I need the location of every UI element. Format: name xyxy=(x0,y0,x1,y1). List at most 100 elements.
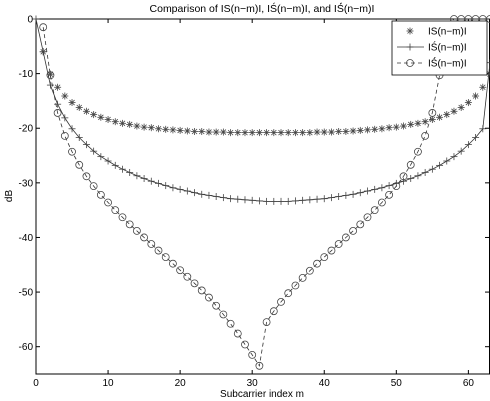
series-2-point xyxy=(349,190,357,198)
series-3-point xyxy=(190,279,199,288)
series-1-point xyxy=(436,113,444,121)
series-2-point xyxy=(291,197,299,205)
series-2-point xyxy=(407,174,415,182)
series-1-point xyxy=(198,128,206,136)
series-2-point xyxy=(299,196,307,204)
series-1-point xyxy=(133,122,141,130)
y-axis-label: dB xyxy=(4,190,15,203)
legend-marker xyxy=(406,43,414,51)
series-1-point xyxy=(313,128,321,136)
series-3-point xyxy=(118,213,127,222)
series-1-point xyxy=(248,129,256,137)
series-3-point xyxy=(140,233,148,242)
series-1-point xyxy=(68,99,76,107)
series-1-point xyxy=(183,127,191,135)
series-3-point xyxy=(255,361,264,370)
series-2-point xyxy=(118,165,126,173)
series-1-point xyxy=(371,125,379,133)
series-1-point xyxy=(277,129,285,137)
series-1-point xyxy=(104,115,112,123)
series-1-point xyxy=(443,111,451,119)
legend-entry: IŚ(n−m)I xyxy=(397,41,467,54)
series-3-point xyxy=(486,15,490,23)
series-3-point xyxy=(233,329,242,338)
series-2-point xyxy=(82,141,90,149)
series-2 xyxy=(32,15,490,205)
x-axis: 0 10 20 30 40 50 60 xyxy=(33,19,474,389)
series-1-point xyxy=(349,127,357,135)
series-3-point xyxy=(176,266,185,275)
series-2-point xyxy=(169,184,177,192)
series-2-point xyxy=(335,193,343,200)
series-1-point xyxy=(400,122,408,130)
series-1-point xyxy=(126,120,134,128)
series-2-point xyxy=(191,189,199,197)
legend-label: IŚ(n−m)I xyxy=(428,41,467,54)
series-3-point xyxy=(248,350,257,359)
y-tick-label: -60 xyxy=(19,342,34,353)
series-3-point xyxy=(147,240,156,248)
series-1-point xyxy=(421,118,429,126)
y-tick-label: -50 xyxy=(19,288,34,299)
series-2-point xyxy=(61,114,69,122)
series-2-point xyxy=(133,172,141,180)
series-2-point xyxy=(284,197,292,205)
series-3-point xyxy=(341,233,350,242)
series-3-point xyxy=(212,301,221,310)
series-1-point xyxy=(111,118,119,126)
y-tick-label: -10 xyxy=(19,69,34,80)
series-3-point xyxy=(161,253,170,262)
series-1-point xyxy=(255,129,263,137)
series-3-point xyxy=(68,147,76,156)
x-tick-label: 20 xyxy=(175,378,187,389)
series-3-point xyxy=(226,319,235,328)
series-1 xyxy=(39,48,490,137)
series-2-point xyxy=(32,15,40,23)
series-3-point xyxy=(356,220,365,229)
series-3-point xyxy=(125,220,134,229)
series-3-point xyxy=(60,131,69,140)
legend-marker xyxy=(406,59,414,67)
series-1-point xyxy=(320,128,328,136)
series-1-point xyxy=(90,111,98,119)
chart-title: Comparison of IS(n−m)I, IŚ(n−m)I, and I… xyxy=(150,2,375,15)
series-3-point xyxy=(284,289,293,298)
series-2-point xyxy=(385,182,393,190)
series-3-point xyxy=(392,182,401,191)
series-2-point xyxy=(421,168,429,176)
y-tick-label: -20 xyxy=(19,124,34,135)
series-1-point xyxy=(342,128,350,136)
series-3-point xyxy=(269,307,278,316)
series-3-point xyxy=(132,227,141,235)
series-3-point xyxy=(219,310,228,319)
series-1-point xyxy=(270,129,278,137)
legend: IS(n−m)I IŚ(n−m)I IŚ́(n−m)I xyxy=(391,20,488,76)
series-2-point xyxy=(198,190,206,198)
series-1-point xyxy=(464,99,472,107)
x-tick-label: 0 xyxy=(33,378,39,389)
series-2-point xyxy=(227,195,235,203)
series-1-point xyxy=(82,107,90,115)
series-2-point xyxy=(436,161,444,169)
series-2-point xyxy=(219,194,227,202)
series-3-point xyxy=(399,172,408,181)
series-2-point xyxy=(54,100,62,108)
series-2-point xyxy=(241,196,249,204)
series-1-point xyxy=(327,128,335,136)
series-2-point xyxy=(371,185,379,193)
series-2-point xyxy=(428,165,436,173)
series-2-point xyxy=(400,177,408,185)
series-3-point xyxy=(111,206,120,215)
series-1-point xyxy=(61,92,69,100)
series-3 xyxy=(39,15,490,370)
series-1-point xyxy=(284,129,292,137)
series-1-point xyxy=(234,129,242,137)
series-2-point xyxy=(443,157,451,165)
series-1-point xyxy=(169,126,177,134)
series-2-point xyxy=(320,195,328,203)
series-1-point xyxy=(356,126,364,134)
x-tick-label: 50 xyxy=(391,378,403,389)
series-3-point xyxy=(46,71,55,80)
series-3-point xyxy=(428,109,437,117)
series-3-point xyxy=(406,160,415,169)
